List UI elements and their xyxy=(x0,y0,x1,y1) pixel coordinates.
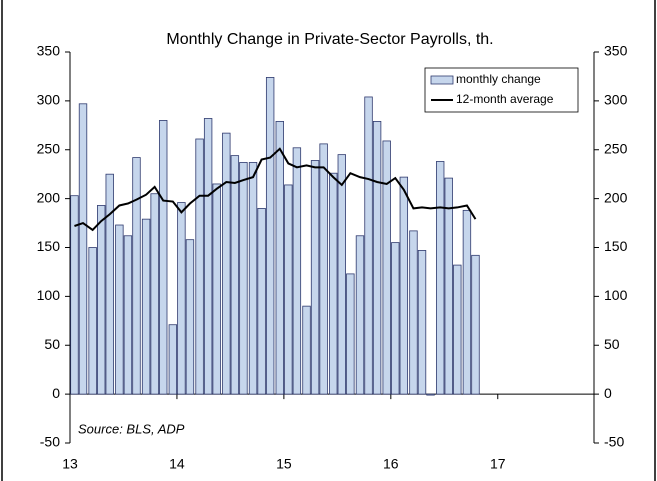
bar xyxy=(292,147,302,395)
bar xyxy=(203,118,213,395)
y-tick-label: 200 xyxy=(37,189,61,205)
bar xyxy=(159,120,168,395)
y2-tick-label: 300 xyxy=(604,92,628,108)
bar xyxy=(319,143,328,395)
legend-swatch xyxy=(430,75,454,85)
bar xyxy=(195,138,204,395)
bar xyxy=(382,140,391,395)
bar xyxy=(248,162,258,395)
x-tick-label: 14 xyxy=(169,456,185,472)
y-tick-label: 0 xyxy=(52,385,60,401)
bar xyxy=(88,247,97,395)
bar xyxy=(435,161,445,395)
bar xyxy=(230,155,240,395)
average-line xyxy=(74,147,477,232)
y2-tick-label: -50 xyxy=(604,434,624,450)
bar xyxy=(141,218,151,395)
bar xyxy=(391,242,400,395)
x-tick-label: 13 xyxy=(62,456,78,472)
bar xyxy=(222,132,231,395)
bar xyxy=(115,224,124,395)
bar xyxy=(329,172,338,395)
bar xyxy=(346,273,355,395)
y2-tick-label: 250 xyxy=(604,140,628,156)
bar xyxy=(150,193,159,395)
x-tick-label: 17 xyxy=(490,456,506,472)
y-tick-label: 150 xyxy=(37,238,61,254)
bar xyxy=(355,235,365,395)
bar xyxy=(177,202,186,395)
y-tick-label: 350 xyxy=(37,43,61,59)
x-tick-label: 16 xyxy=(383,456,399,472)
bar xyxy=(372,121,382,395)
legend-label: monthly change xyxy=(456,72,541,86)
bar xyxy=(462,209,472,395)
bar xyxy=(212,183,221,395)
legend-label: 12-month average xyxy=(456,92,554,106)
x-tick-label: 15 xyxy=(276,456,292,472)
bar xyxy=(471,254,480,395)
bar xyxy=(132,157,141,395)
bar xyxy=(70,195,79,395)
bar xyxy=(310,160,320,395)
y2-tick-label: 50 xyxy=(604,336,620,352)
bar xyxy=(265,77,275,395)
bar xyxy=(284,184,293,395)
bar xyxy=(426,393,435,396)
legend-box xyxy=(424,67,579,113)
y-tick-label: -50 xyxy=(40,434,60,450)
bar xyxy=(453,264,462,395)
y-tick-label: 100 xyxy=(37,287,61,303)
bar xyxy=(239,162,248,395)
bar xyxy=(78,103,88,395)
bar xyxy=(168,324,178,395)
y2-tick-label: 100 xyxy=(604,287,628,303)
y-tick-label: 250 xyxy=(37,140,61,156)
bar xyxy=(105,173,114,395)
bar xyxy=(399,176,409,395)
source-note: Source: BLS, ADP xyxy=(78,421,185,436)
bar xyxy=(364,96,373,395)
y2-tick-label: 200 xyxy=(604,189,628,205)
bar xyxy=(123,235,133,395)
bar xyxy=(185,239,195,395)
y2-tick-label: 150 xyxy=(604,238,628,254)
bar xyxy=(417,250,427,395)
bar xyxy=(337,154,346,395)
bar xyxy=(275,121,284,395)
y2-tick-label: 0 xyxy=(604,385,612,401)
chart-title: Monthly Change in Private-Sector Payroll… xyxy=(166,31,493,48)
bar xyxy=(257,207,266,395)
y-tick-label: 50 xyxy=(44,336,60,352)
bar xyxy=(302,305,311,395)
y2-tick-label: 350 xyxy=(604,43,628,59)
bar xyxy=(409,230,418,395)
bar xyxy=(444,177,453,395)
y-tick-label: 300 xyxy=(37,92,61,108)
bar xyxy=(97,205,106,395)
